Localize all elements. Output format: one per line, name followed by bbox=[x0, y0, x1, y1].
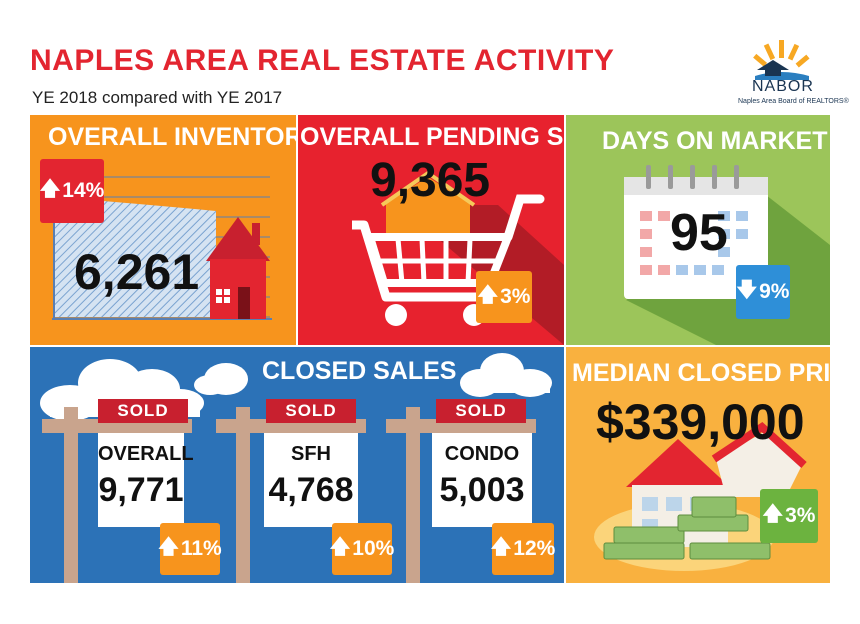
logo-subtext: Naples Area Board of REALTORS® bbox=[738, 98, 849, 105]
closed-overall-change: 11% bbox=[180, 537, 222, 560]
sold-tag-condo: SOLD bbox=[436, 399, 526, 423]
closed-sales-panel: CLOSED SALES SOLD OVERALL 9,771 🡅 11% SO… bbox=[30, 347, 564, 583]
pending-value: 9,365 bbox=[370, 154, 491, 207]
closed-sales-title: CLOSED SALES bbox=[262, 357, 457, 385]
page-subtitle: YE 2018 compared with YE 2017 bbox=[32, 88, 283, 107]
days-change: 9% bbox=[759, 280, 790, 303]
pending-title: OVERALL PENDING SALES bbox=[300, 123, 564, 151]
median-change-badge: 🡅 3% bbox=[760, 489, 818, 543]
arrow-up-icon: 🡅 bbox=[477, 284, 499, 306]
sign-sfh-value: 4,768 bbox=[268, 471, 354, 509]
days-on-market-panel: DAYS ON MARKET 95 🡇 9% bbox=[566, 115, 830, 345]
median-title: MEDIAN CLOSED PRICE bbox=[572, 359, 830, 387]
median-value: $339,000 bbox=[596, 394, 805, 450]
sign-condo-value: 5,003 bbox=[439, 471, 525, 509]
arrow-up-icon: 🡅 bbox=[490, 536, 512, 558]
arrow-up-icon: 🡅 bbox=[39, 178, 61, 200]
median-change: 3% bbox=[785, 504, 816, 527]
closed-condo-change-badge: 🡅 12% bbox=[490, 523, 556, 575]
days-value: 95 bbox=[670, 204, 728, 262]
sign-sfh bbox=[264, 433, 358, 527]
sign-overall bbox=[98, 433, 184, 527]
logo-text: NABOR bbox=[752, 78, 814, 95]
inventory-panel: OVERALL INVENTORY 6,261 🡅 bbox=[30, 115, 296, 345]
inventory-graph-illustration bbox=[52, 169, 272, 320]
sign-overall-label: OVERALL bbox=[98, 443, 194, 465]
inventory-change-badge: 🡅 14% bbox=[40, 159, 104, 223]
median-price-panel: MEDIAN CLOSED PRICE $339,000 🡅 3% bbox=[566, 347, 830, 583]
sign-condo-label: CONDO bbox=[444, 443, 520, 465]
sign-condo bbox=[432, 433, 532, 527]
days-title: DAYS ON MARKET bbox=[602, 127, 828, 155]
days-change-badge: 🡇 9% bbox=[736, 265, 790, 319]
sold-tag-overall: SOLD bbox=[98, 399, 188, 423]
house-and-money-illustration bbox=[594, 421, 807, 571]
inventory-value: 6,261 bbox=[74, 244, 200, 300]
inventory-change: 14% bbox=[62, 179, 105, 202]
sold-tag-sfh: SOLD bbox=[266, 399, 356, 423]
sign-overall-value: 9,771 bbox=[98, 471, 184, 509]
sign-sfh-label: SFH bbox=[291, 443, 331, 465]
pending-panel: OVERALL PENDING SALES 9,365 🡅 3% bbox=[298, 115, 564, 345]
inventory-title: OVERALL INVENTORY bbox=[48, 123, 296, 151]
arrow-up-icon: 🡅 bbox=[762, 503, 784, 525]
closed-overall-change-badge: 🡅 11% bbox=[158, 523, 222, 575]
nabor-logo bbox=[753, 40, 810, 80]
closed-sfh-change: 10% bbox=[352, 537, 395, 560]
page-title: NAPLES AREA REAL ESTATE ACTIVITY bbox=[30, 44, 615, 77]
pending-change-badge: 🡅 3% bbox=[476, 271, 532, 323]
arrow-up-icon: 🡅 bbox=[329, 536, 351, 558]
closed-sfh-change-badge: 🡅 10% bbox=[329, 523, 395, 575]
closed-condo-change: 12% bbox=[513, 537, 556, 560]
arrow-up-icon: 🡅 bbox=[158, 536, 179, 558]
pending-change: 3% bbox=[500, 285, 531, 308]
arrow-down-icon: 🡇 bbox=[736, 279, 758, 301]
